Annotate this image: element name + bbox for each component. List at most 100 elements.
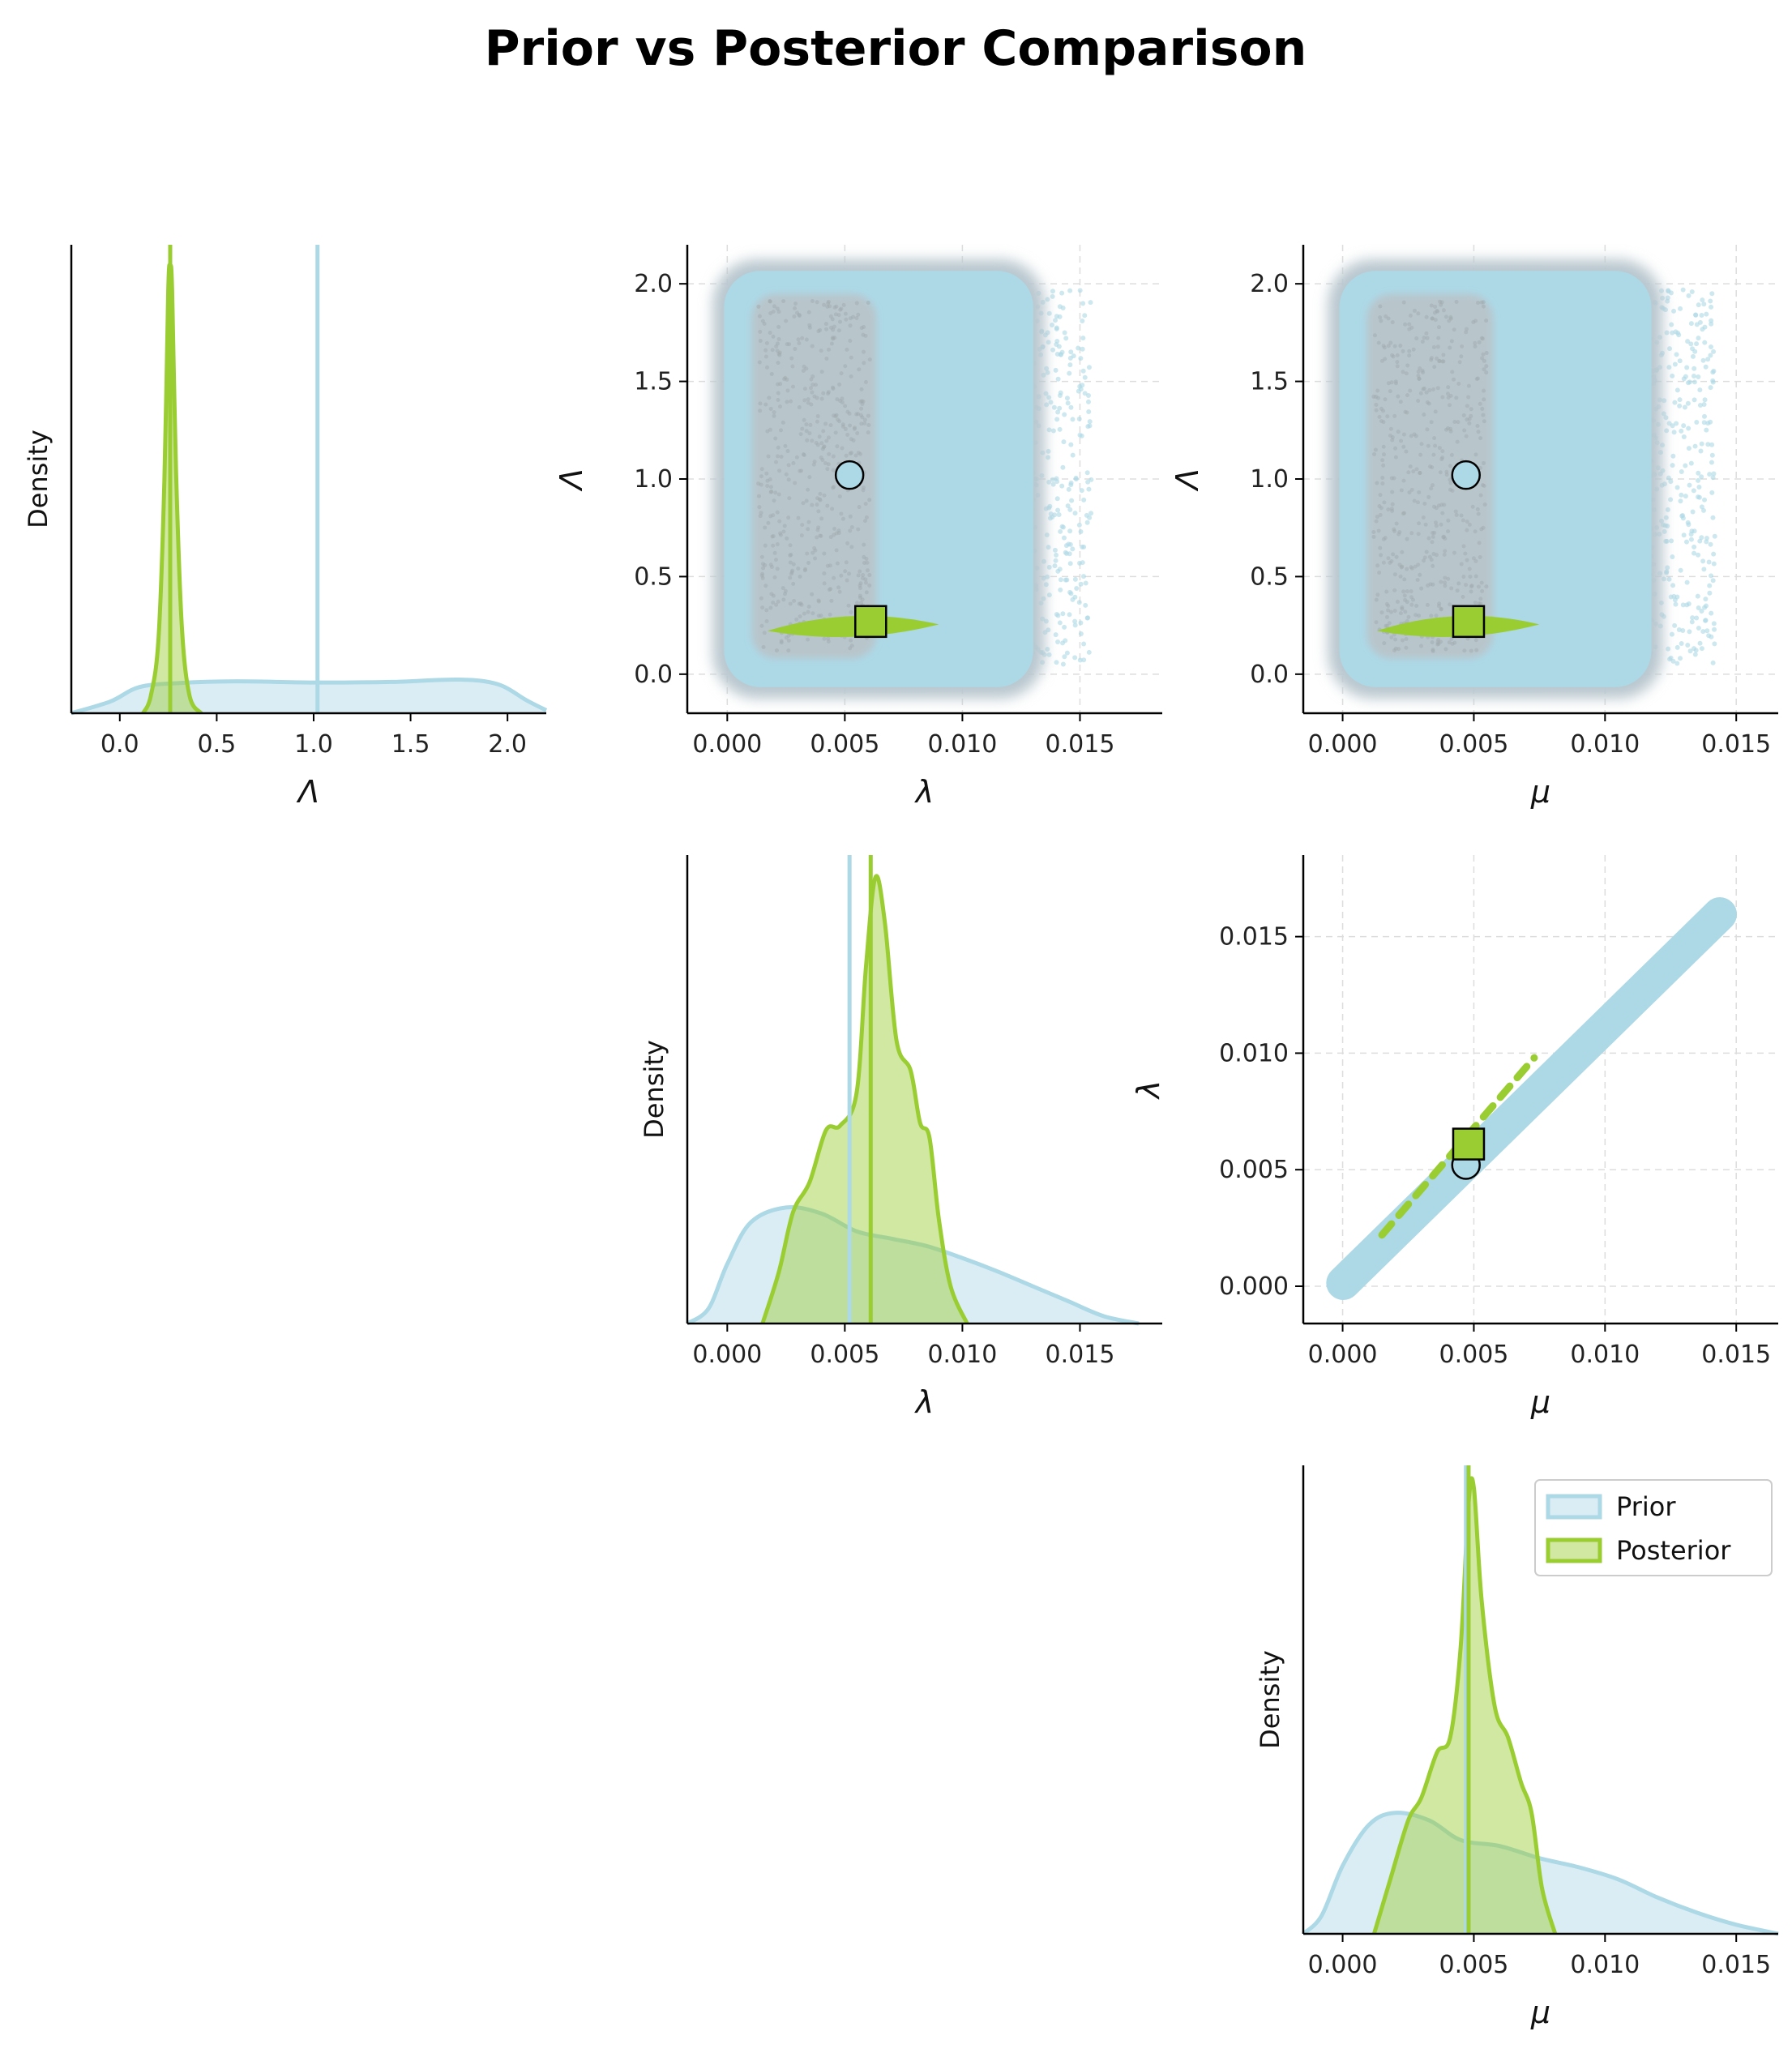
- core-point: [862, 542, 866, 547]
- prior-point: [1056, 512, 1062, 518]
- prior-point: [1057, 426, 1063, 432]
- core-point: [1476, 430, 1481, 434]
- core-point: [1399, 565, 1404, 570]
- core-point: [773, 558, 778, 562]
- core-point: [1469, 648, 1473, 653]
- core-point: [1464, 434, 1469, 438]
- core-point: [777, 468, 782, 473]
- prior-point: [1054, 496, 1060, 502]
- core-point: [1383, 397, 1388, 402]
- prior-point: [1702, 397, 1708, 403]
- core-point: [1425, 400, 1430, 405]
- core-point: [863, 379, 868, 384]
- core-point: [1386, 316, 1391, 321]
- core-point: [1429, 486, 1434, 491]
- core-point: [815, 443, 820, 447]
- prior-point: [1078, 529, 1084, 535]
- y-tick-label: 0.015: [1219, 923, 1289, 952]
- core-point: [1463, 551, 1468, 556]
- core-point: [1400, 550, 1405, 554]
- core-point: [1395, 353, 1400, 357]
- core-point: [1431, 563, 1435, 568]
- prior-point: [1692, 349, 1698, 354]
- core-point: [764, 340, 769, 345]
- core-point: [1418, 471, 1422, 476]
- core-point: [1464, 327, 1469, 331]
- prior-point: [1681, 423, 1687, 429]
- core-point: [1431, 648, 1435, 653]
- core-point: [802, 387, 807, 391]
- core-point: [1429, 356, 1434, 361]
- core-point: [1381, 452, 1386, 457]
- core-point: [758, 401, 763, 406]
- prior-point: [1684, 365, 1690, 370]
- core-point: [1401, 349, 1405, 353]
- core-point: [802, 398, 807, 403]
- core-point: [815, 528, 820, 532]
- core-point: [1433, 409, 1438, 414]
- core-point: [766, 454, 771, 459]
- core-point: [1418, 572, 1422, 577]
- prior-point: [1045, 297, 1050, 302]
- prior-point: [1698, 448, 1704, 454]
- prior-point: [1081, 641, 1087, 647]
- core-point: [1455, 588, 1460, 593]
- core-point: [1479, 580, 1484, 585]
- core-point: [1424, 390, 1429, 395]
- core-point: [863, 577, 868, 582]
- core-point: [1456, 381, 1461, 386]
- core-point: [1430, 640, 1435, 645]
- core-point: [1479, 300, 1484, 305]
- core-point: [866, 430, 870, 435]
- core-point: [1405, 537, 1409, 541]
- core-point: [1377, 571, 1382, 575]
- y-tick-label: 0.0: [1250, 661, 1289, 689]
- core-point: [819, 370, 824, 374]
- core-point: [810, 438, 815, 443]
- core-point: [1481, 304, 1486, 309]
- core-point: [1401, 589, 1406, 594]
- panel-scatter-lambda-Lambda: 0.000 0.005 0.010 0.015 λ 0.0 0.5 1.0 1.5 2.0 Λ: [554, 245, 1162, 810]
- core-point: [1388, 389, 1392, 394]
- core-point: [1443, 584, 1448, 588]
- prior-point: [1693, 312, 1699, 318]
- core-point: [1418, 391, 1423, 396]
- y-tick-label: 2.0: [1250, 270, 1289, 298]
- core-point: [810, 344, 815, 349]
- core-point: [1470, 504, 1475, 509]
- prior-point: [1668, 479, 1674, 485]
- core-point: [785, 449, 790, 454]
- x-tick-label: 0.000: [1308, 730, 1378, 759]
- core-point: [1392, 344, 1397, 349]
- prior-point: [1059, 524, 1065, 529]
- core-point: [786, 515, 791, 520]
- core-point: [776, 599, 781, 604]
- prior-point: [1674, 485, 1680, 490]
- core-point: [1484, 319, 1489, 323]
- prior-point: [1701, 567, 1707, 572]
- core-point: [1426, 443, 1431, 448]
- posterior-band: [767, 615, 939, 638]
- prior-point: [1691, 544, 1697, 550]
- prior-point: [1065, 503, 1071, 509]
- core-point: [1396, 430, 1401, 434]
- core-point: [836, 528, 841, 533]
- core-point: [1399, 488, 1404, 493]
- core-point: [794, 617, 799, 622]
- core-point: [1411, 347, 1416, 352]
- prior-dense-core: [751, 293, 877, 659]
- prior-point: [1078, 620, 1084, 626]
- prior-point: [1689, 619, 1695, 625]
- prior-point: [1077, 383, 1083, 389]
- prior-point: [1087, 515, 1093, 520]
- core-point: [826, 347, 831, 352]
- prior-point: [1050, 293, 1055, 299]
- prior-point: [1054, 476, 1059, 481]
- core-point: [1473, 529, 1478, 534]
- prior-point: [1051, 404, 1057, 410]
- core-point: [788, 575, 793, 580]
- core-point: [1372, 333, 1377, 338]
- x-axis-label: μ: [1530, 1384, 1550, 1420]
- core-point: [1378, 545, 1383, 550]
- core-point: [773, 490, 778, 495]
